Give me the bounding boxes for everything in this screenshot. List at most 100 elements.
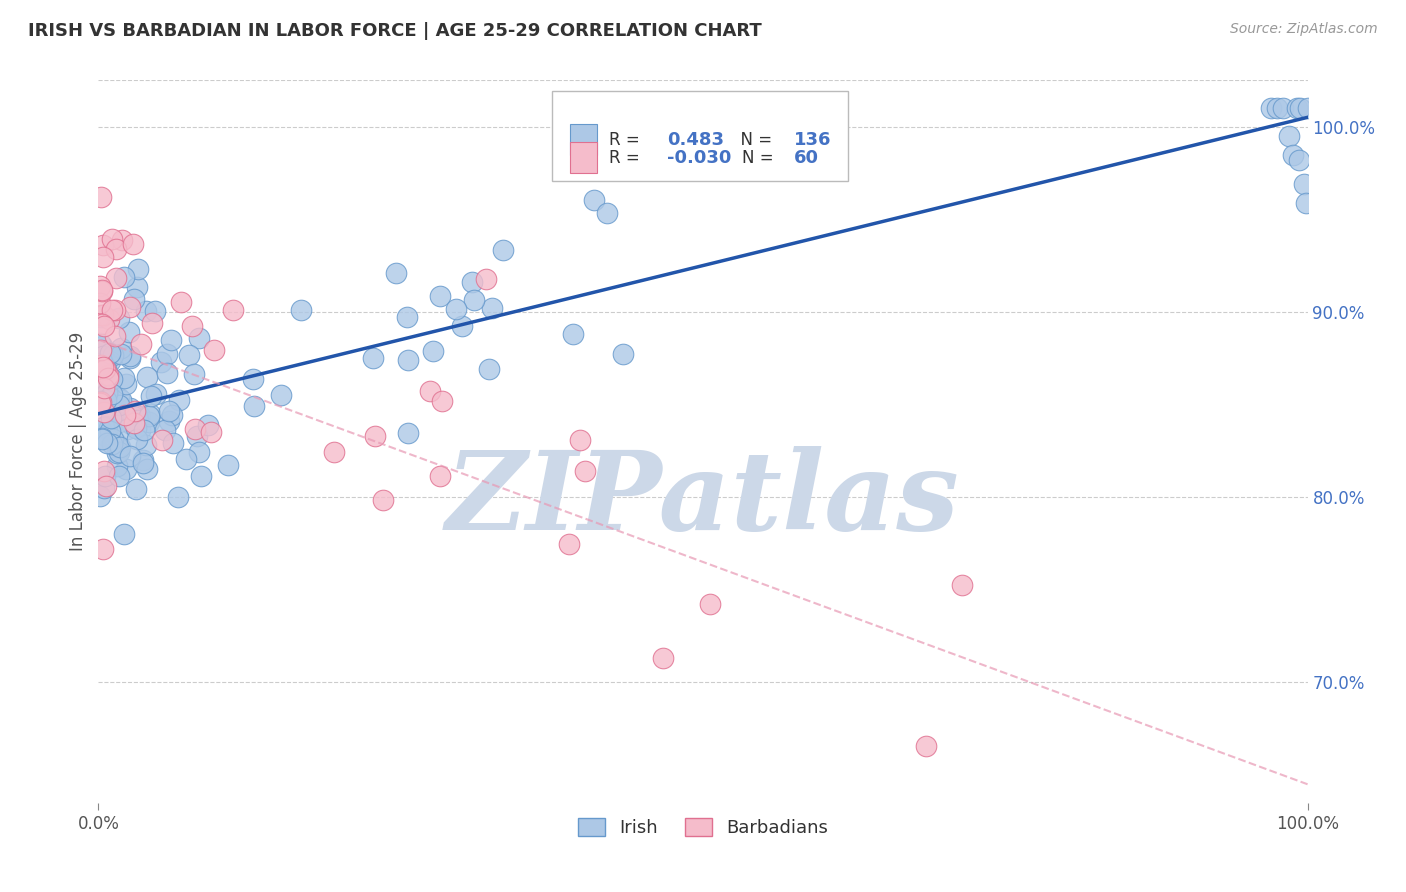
- Point: [104, 303, 127, 318]
- Point: [361, 351, 384, 366]
- Point: [141, 316, 163, 330]
- Point: [160, 408, 183, 422]
- Point: [474, 272, 496, 286]
- Point: [430, 394, 453, 409]
- Point: [135, 303, 157, 318]
- Point: [120, 449, 142, 463]
- Point: [93, 318, 115, 333]
- Point: [98, 424, 121, 438]
- Point: [94, 428, 117, 442]
- Point: [120, 351, 142, 365]
- Point: [93, 464, 115, 478]
- Point: [96, 436, 118, 450]
- Point: [93, 381, 115, 395]
- Point: [108, 445, 131, 459]
- Point: [150, 433, 173, 447]
- Point: [141, 388, 163, 402]
- Point: [101, 347, 124, 361]
- Point: [914, 739, 936, 754]
- Point: [90, 310, 112, 324]
- Point: [1260, 101, 1282, 115]
- Point: [129, 409, 152, 424]
- Point: [115, 376, 138, 391]
- Point: [125, 482, 148, 496]
- Point: [127, 280, 149, 294]
- Point: [121, 409, 143, 423]
- Y-axis label: In Labor Force | Age 25-29: In Labor Force | Age 25-29: [69, 332, 87, 551]
- Point: [461, 275, 484, 289]
- Point: [90, 433, 112, 447]
- Point: [242, 400, 264, 414]
- Point: [699, 598, 721, 612]
- Text: ZIPatlas: ZIPatlas: [446, 446, 960, 553]
- Point: [322, 445, 344, 459]
- Point: [111, 233, 134, 247]
- Point: [93, 429, 115, 443]
- Point: [562, 326, 585, 341]
- Point: [93, 405, 115, 419]
- Point: [1292, 178, 1315, 192]
- Point: [190, 469, 212, 483]
- Point: [188, 331, 211, 345]
- Text: N =: N =: [730, 130, 778, 149]
- Point: [429, 289, 451, 303]
- Point: [1278, 128, 1301, 143]
- Point: [129, 423, 152, 437]
- Text: 0.483: 0.483: [666, 130, 724, 149]
- Point: [422, 344, 444, 359]
- Point: [107, 440, 129, 454]
- Point: [145, 303, 167, 318]
- Text: 136: 136: [794, 130, 831, 149]
- Point: [89, 335, 111, 350]
- Point: [177, 348, 200, 362]
- Point: [110, 341, 132, 355]
- Point: [90, 338, 112, 352]
- Point: [202, 343, 225, 358]
- Point: [183, 368, 205, 382]
- Text: Source: ZipAtlas.com: Source: ZipAtlas.com: [1230, 22, 1378, 37]
- Point: [101, 432, 124, 446]
- Point: [157, 404, 180, 418]
- Point: [89, 489, 111, 503]
- Point: [108, 310, 131, 325]
- Point: [97, 311, 120, 326]
- Bar: [569, 124, 596, 154]
- Point: [90, 284, 112, 298]
- Point: [96, 385, 118, 400]
- Point: [217, 458, 239, 472]
- Point: [104, 329, 127, 343]
- Point: [118, 350, 141, 364]
- Point: [149, 355, 172, 369]
- Point: [124, 404, 146, 418]
- Point: [127, 261, 149, 276]
- Point: [1295, 196, 1317, 211]
- Point: [121, 236, 143, 251]
- Point: [125, 432, 148, 446]
- Point: [170, 294, 193, 309]
- Point: [93, 469, 115, 483]
- Point: [89, 396, 111, 410]
- Point: [100, 410, 122, 425]
- Legend: Irish, Barbadians: Irish, Barbadians: [571, 811, 835, 845]
- Point: [90, 395, 112, 409]
- Point: [1296, 101, 1319, 115]
- Text: R =: R =: [609, 130, 645, 149]
- Point: [105, 446, 128, 460]
- Point: [181, 319, 204, 334]
- Point: [108, 391, 131, 405]
- Point: [155, 347, 177, 361]
- Point: [242, 371, 264, 385]
- Point: [98, 346, 121, 360]
- Point: [89, 278, 111, 293]
- Point: [176, 451, 198, 466]
- Point: [156, 366, 179, 380]
- Point: [596, 206, 619, 220]
- Point: [129, 337, 152, 351]
- Point: [91, 250, 114, 264]
- Point: [481, 301, 503, 316]
- Point: [100, 436, 122, 450]
- Point: [463, 293, 485, 308]
- Point: [108, 441, 131, 455]
- Point: [612, 346, 634, 360]
- Point: [89, 358, 111, 372]
